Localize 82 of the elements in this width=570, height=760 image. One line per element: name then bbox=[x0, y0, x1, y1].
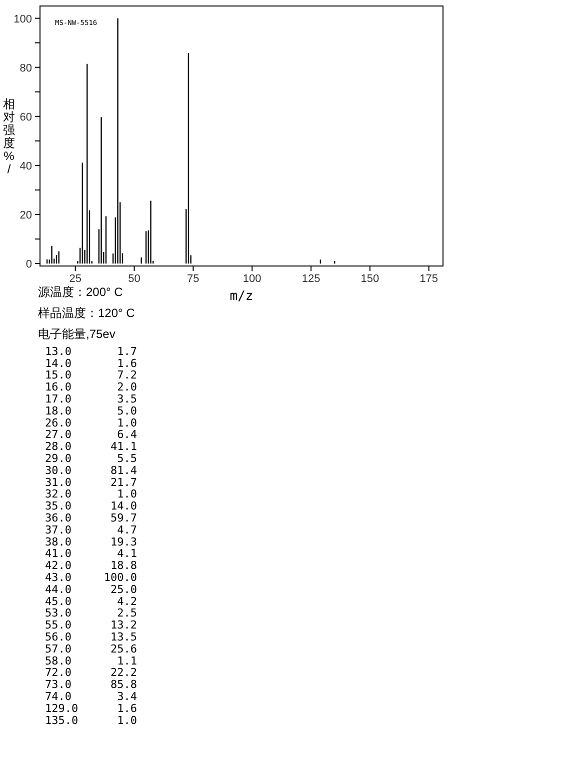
text: 31.0 bbox=[45, 476, 72, 489]
text: 72.0 bbox=[45, 666, 72, 680]
x-tick-label: 150 bbox=[360, 273, 380, 285]
y-tick-label: 60 bbox=[20, 111, 32, 124]
text: 1.0 bbox=[117, 714, 137, 727]
x-tick-label: 125 bbox=[302, 273, 320, 285]
text: 5.0 bbox=[117, 404, 137, 418]
text: 55.0 bbox=[45, 618, 72, 632]
text: 14.0 bbox=[110, 500, 137, 513]
text: 2.0 bbox=[117, 380, 137, 394]
text: 2.5 bbox=[117, 606, 137, 620]
text: 18.0 bbox=[45, 404, 72, 418]
text: 41.1 bbox=[110, 440, 137, 454]
text: 100.0 bbox=[104, 571, 137, 584]
text: 45.0 bbox=[45, 594, 72, 608]
text: 1.1 bbox=[117, 654, 137, 668]
text: 13.5 bbox=[110, 630, 137, 644]
text: 22.2 bbox=[110, 666, 137, 680]
text: 3.4 bbox=[117, 690, 138, 703]
x-tick-label: 75 bbox=[187, 273, 200, 285]
text: 4.1 bbox=[117, 547, 137, 560]
text: 14.0 bbox=[45, 356, 72, 370]
text: 16.0 bbox=[45, 380, 72, 394]
text: 73.0 bbox=[45, 678, 72, 692]
text: 3.5 bbox=[117, 392, 137, 406]
y-tick-label: 20 bbox=[20, 209, 32, 222]
text: 5.5 bbox=[117, 452, 137, 465]
text: 13.0 bbox=[45, 344, 72, 358]
text: 1.6 bbox=[117, 702, 137, 715]
text: 15.0 bbox=[45, 368, 72, 382]
text: 1.7 bbox=[117, 344, 137, 358]
text: 38.0 bbox=[45, 535, 72, 548]
text: 129.0 bbox=[45, 702, 78, 715]
text: 源温度：200° C bbox=[38, 285, 124, 299]
text: 135.0 bbox=[45, 714, 78, 727]
x-axis-title: m/z bbox=[230, 289, 254, 304]
text: 21.7 bbox=[110, 476, 137, 489]
text: 25.0 bbox=[110, 582, 137, 596]
text: 17.0 bbox=[45, 392, 72, 406]
text: 43.0 bbox=[45, 571, 72, 584]
x-tick-label: 175 bbox=[420, 273, 438, 285]
x-tick-label: 100 bbox=[242, 273, 262, 285]
x-tick-label: 25 bbox=[69, 273, 82, 285]
text: 1.0 bbox=[117, 488, 137, 501]
y-tick-label: 80 bbox=[20, 62, 32, 74]
text: 6.4 bbox=[117, 428, 138, 442]
text: 53.0 bbox=[45, 606, 72, 620]
text: 41.0 bbox=[45, 547, 72, 560]
text: 42.0 bbox=[45, 559, 72, 572]
text: 4.7 bbox=[117, 523, 137, 536]
x-tick-label: 50 bbox=[128, 273, 140, 285]
text: 85.8 bbox=[110, 678, 137, 692]
text: 27.0 bbox=[45, 428, 72, 442]
text: 59.7 bbox=[110, 512, 137, 524]
text: 32.0 bbox=[45, 488, 72, 501]
y-tick-label: 0 bbox=[26, 258, 32, 271]
text: 44.0 bbox=[45, 582, 72, 596]
text: 25.6 bbox=[110, 642, 137, 656]
text: 1.0 bbox=[117, 416, 137, 430]
text: 74.0 bbox=[45, 690, 72, 703]
text: 18.8 bbox=[110, 559, 137, 572]
text: 29.0 bbox=[45, 452, 72, 465]
text: 1.6 bbox=[117, 356, 137, 370]
text: 36.0 bbox=[45, 512, 72, 524]
text: 35.0 bbox=[45, 500, 72, 513]
text: 19.3 bbox=[110, 535, 137, 548]
y-tick-label: 100 bbox=[14, 13, 32, 26]
text: 7.2 bbox=[117, 368, 137, 382]
text: 样品温度：120° C bbox=[38, 306, 136, 320]
text: 57.0 bbox=[45, 642, 72, 656]
text: 56.0 bbox=[45, 630, 72, 644]
text: 30.0 bbox=[45, 464, 72, 477]
text: 4.2 bbox=[117, 594, 137, 608]
text: 58.0 bbox=[45, 654, 72, 668]
text: 13.2 bbox=[110, 618, 137, 632]
text: 电子能量,75ev bbox=[38, 327, 116, 341]
text: 81.4 bbox=[110, 464, 138, 477]
y-axis-title: 相对强度%/ bbox=[3, 97, 15, 176]
text: 26.0 bbox=[45, 416, 72, 430]
text: 37.0 bbox=[45, 523, 72, 536]
text: 28.0 bbox=[45, 440, 72, 454]
y-tick-label: 40 bbox=[20, 160, 32, 172]
